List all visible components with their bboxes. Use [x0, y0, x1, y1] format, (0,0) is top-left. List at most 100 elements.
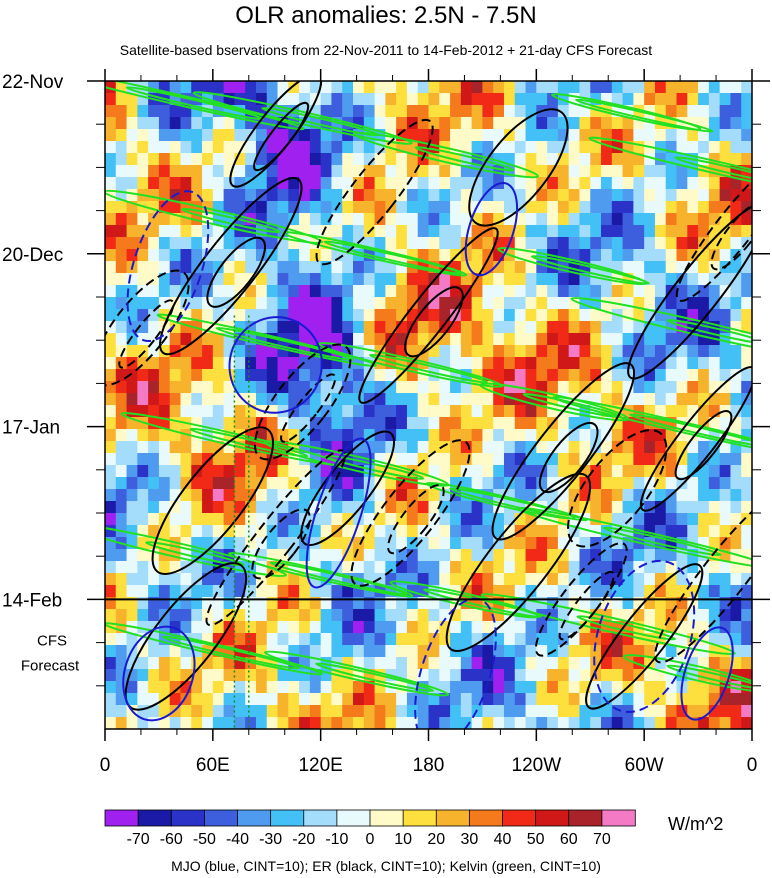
field-cell	[439, 297, 451, 310]
field-cell	[719, 489, 732, 502]
field-cell	[644, 153, 656, 166]
field-cell	[579, 285, 591, 298]
field-cell	[676, 549, 688, 562]
field-cell	[148, 549, 160, 562]
field-cell	[622, 429, 634, 442]
field-cell	[406, 573, 419, 586]
field-cell	[471, 93, 484, 106]
field-cell	[320, 501, 333, 514]
field-cell	[406, 705, 419, 718]
field-cell	[601, 441, 613, 454]
field-cell	[234, 693, 246, 706]
field-cell	[277, 621, 289, 634]
field-cell	[299, 669, 311, 682]
field-cell	[557, 177, 570, 190]
colorbar-label: 20	[427, 831, 445, 848]
field-cell	[223, 333, 235, 346]
field-cell	[309, 645, 322, 658]
field-cell	[525, 357, 537, 370]
field-cell	[514, 273, 527, 286]
field-cell	[460, 285, 473, 298]
field-cell	[115, 489, 128, 502]
field-cell	[309, 129, 322, 142]
field-cell	[708, 417, 721, 430]
field-cell	[115, 117, 128, 130]
field-cell	[665, 333, 678, 346]
field-cell	[385, 405, 397, 418]
field-cell	[698, 357, 710, 370]
field-cell	[320, 129, 333, 142]
field-cell	[633, 717, 645, 729]
field-cell	[245, 441, 257, 454]
field-cell	[202, 705, 214, 718]
field-cell	[460, 117, 473, 130]
field-cell	[396, 717, 408, 729]
field-cell	[202, 489, 214, 502]
field-cell	[288, 93, 300, 106]
field-cell	[644, 165, 656, 178]
field-cell	[255, 285, 268, 298]
field-cell	[353, 381, 365, 394]
field-cell	[169, 645, 182, 658]
field-cell	[320, 141, 333, 154]
field-cell	[115, 237, 128, 250]
field-cell	[428, 609, 440, 622]
field-cell	[137, 249, 149, 262]
field-cell	[579, 345, 591, 358]
field-cell	[568, 357, 581, 370]
field-cell	[611, 141, 624, 154]
field-cell	[730, 381, 742, 394]
field-cell	[299, 357, 311, 370]
field-cell	[676, 429, 688, 442]
field-cell	[730, 369, 742, 382]
field-cell	[471, 597, 484, 610]
kelvin-contour	[602, 526, 722, 557]
field-cell	[223, 537, 235, 550]
field-cell	[406, 597, 419, 610]
field-cell	[353, 717, 365, 729]
field-cell	[148, 153, 160, 166]
field-cell	[374, 561, 386, 574]
field-cell	[644, 645, 656, 658]
field-cell	[309, 309, 322, 322]
field-cell	[493, 201, 505, 214]
field-cell	[126, 717, 138, 729]
field-cell	[105, 573, 117, 586]
field-cell	[137, 477, 149, 490]
kelvin-contour	[125, 86, 265, 121]
field-cell	[374, 309, 386, 322]
field-cell	[590, 105, 602, 118]
field-cell	[320, 309, 333, 322]
field-cell	[482, 609, 494, 622]
field-cell	[191, 477, 203, 490]
field-cell	[212, 225, 225, 238]
field-cell	[439, 357, 451, 370]
field-cell	[309, 369, 322, 382]
field-cell	[309, 429, 322, 442]
field-cell	[126, 129, 138, 142]
field-cell	[525, 573, 537, 586]
field-cell	[482, 177, 494, 190]
field-cell	[654, 237, 667, 250]
field-cell	[503, 405, 516, 418]
field-cell	[601, 225, 613, 238]
field-cell	[288, 381, 300, 394]
field-cell	[148, 681, 160, 694]
field-cell	[353, 477, 365, 490]
field-cell	[503, 189, 516, 202]
field-cell	[460, 273, 473, 286]
field-cell	[158, 585, 171, 598]
field-cell	[611, 573, 624, 586]
field-cell	[126, 465, 138, 478]
field-cell	[299, 465, 311, 478]
er-contour	[534, 542, 628, 657]
field-cell	[514, 645, 527, 658]
field-cell	[353, 153, 365, 166]
field-cell	[665, 549, 678, 562]
field-cell	[428, 597, 440, 610]
field-cell	[385, 657, 397, 670]
field-cell	[374, 201, 386, 214]
field-cell	[191, 189, 203, 202]
field-cell	[223, 585, 235, 598]
field-cell	[148, 249, 160, 262]
